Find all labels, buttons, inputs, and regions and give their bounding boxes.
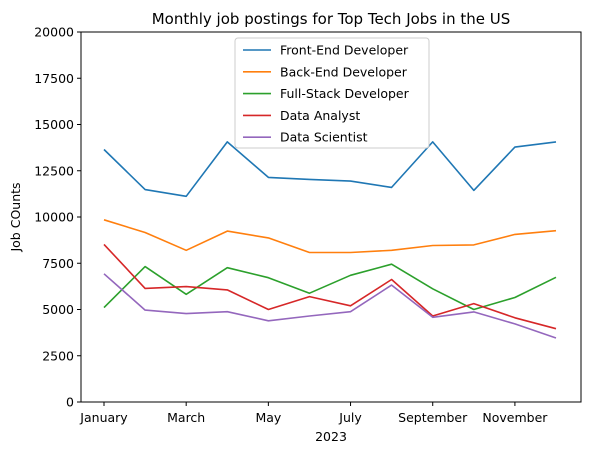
series-line-front-end-developer xyxy=(103,141,557,198)
y-tick-label: 5000 xyxy=(42,302,74,317)
legend-entry-label: Data Scientist xyxy=(280,130,368,145)
y-tick-label: 10000 xyxy=(34,210,74,225)
legend-box xyxy=(234,37,430,149)
y-tick-label: 15000 xyxy=(34,117,74,132)
x-tick-label: September xyxy=(398,410,468,425)
y-tick-label: 20000 xyxy=(34,25,74,40)
series-line-data-scientist xyxy=(103,273,557,339)
series-line-data-analyst xyxy=(103,243,557,330)
y-tick-label: 2500 xyxy=(42,348,74,363)
x-axis-label: 2023 xyxy=(315,429,347,444)
legend-entry-label: Data Analyst xyxy=(280,108,360,123)
x-tick-label: May xyxy=(255,410,281,425)
legend-entry-label: Full-Stack Developer xyxy=(280,86,410,101)
x-tick-label: July xyxy=(338,410,362,425)
plot-lines xyxy=(103,141,557,339)
chart-title: Monthly job postings for Top Tech Jobs i… xyxy=(152,10,511,28)
x-tick-label: March xyxy=(167,410,205,425)
legend-entry-label: Back-End Developer xyxy=(280,64,408,79)
y-tick-label: 17500 xyxy=(34,71,74,86)
y-tick-label: 12500 xyxy=(34,163,74,178)
series-line-back-end-developer xyxy=(103,219,557,254)
series-line-full-stack-developer xyxy=(103,263,557,311)
y-tick-label: 7500 xyxy=(42,256,74,271)
legend: Front-End Developer Back-End Developer Ful… xyxy=(234,37,430,149)
y-tick-label: 0 xyxy=(66,395,74,410)
x-axis: January March May July September November xyxy=(79,402,548,425)
legend-entry-label: Front-End Developer xyxy=(280,43,409,58)
y-axis-label: Job COunts xyxy=(8,182,23,252)
y-axis: 0 2500 5000 7500 10000 12500 15000 17500 20000 xyxy=(34,25,81,410)
x-tick-label: November xyxy=(482,410,548,425)
x-tick-label: January xyxy=(79,410,128,425)
